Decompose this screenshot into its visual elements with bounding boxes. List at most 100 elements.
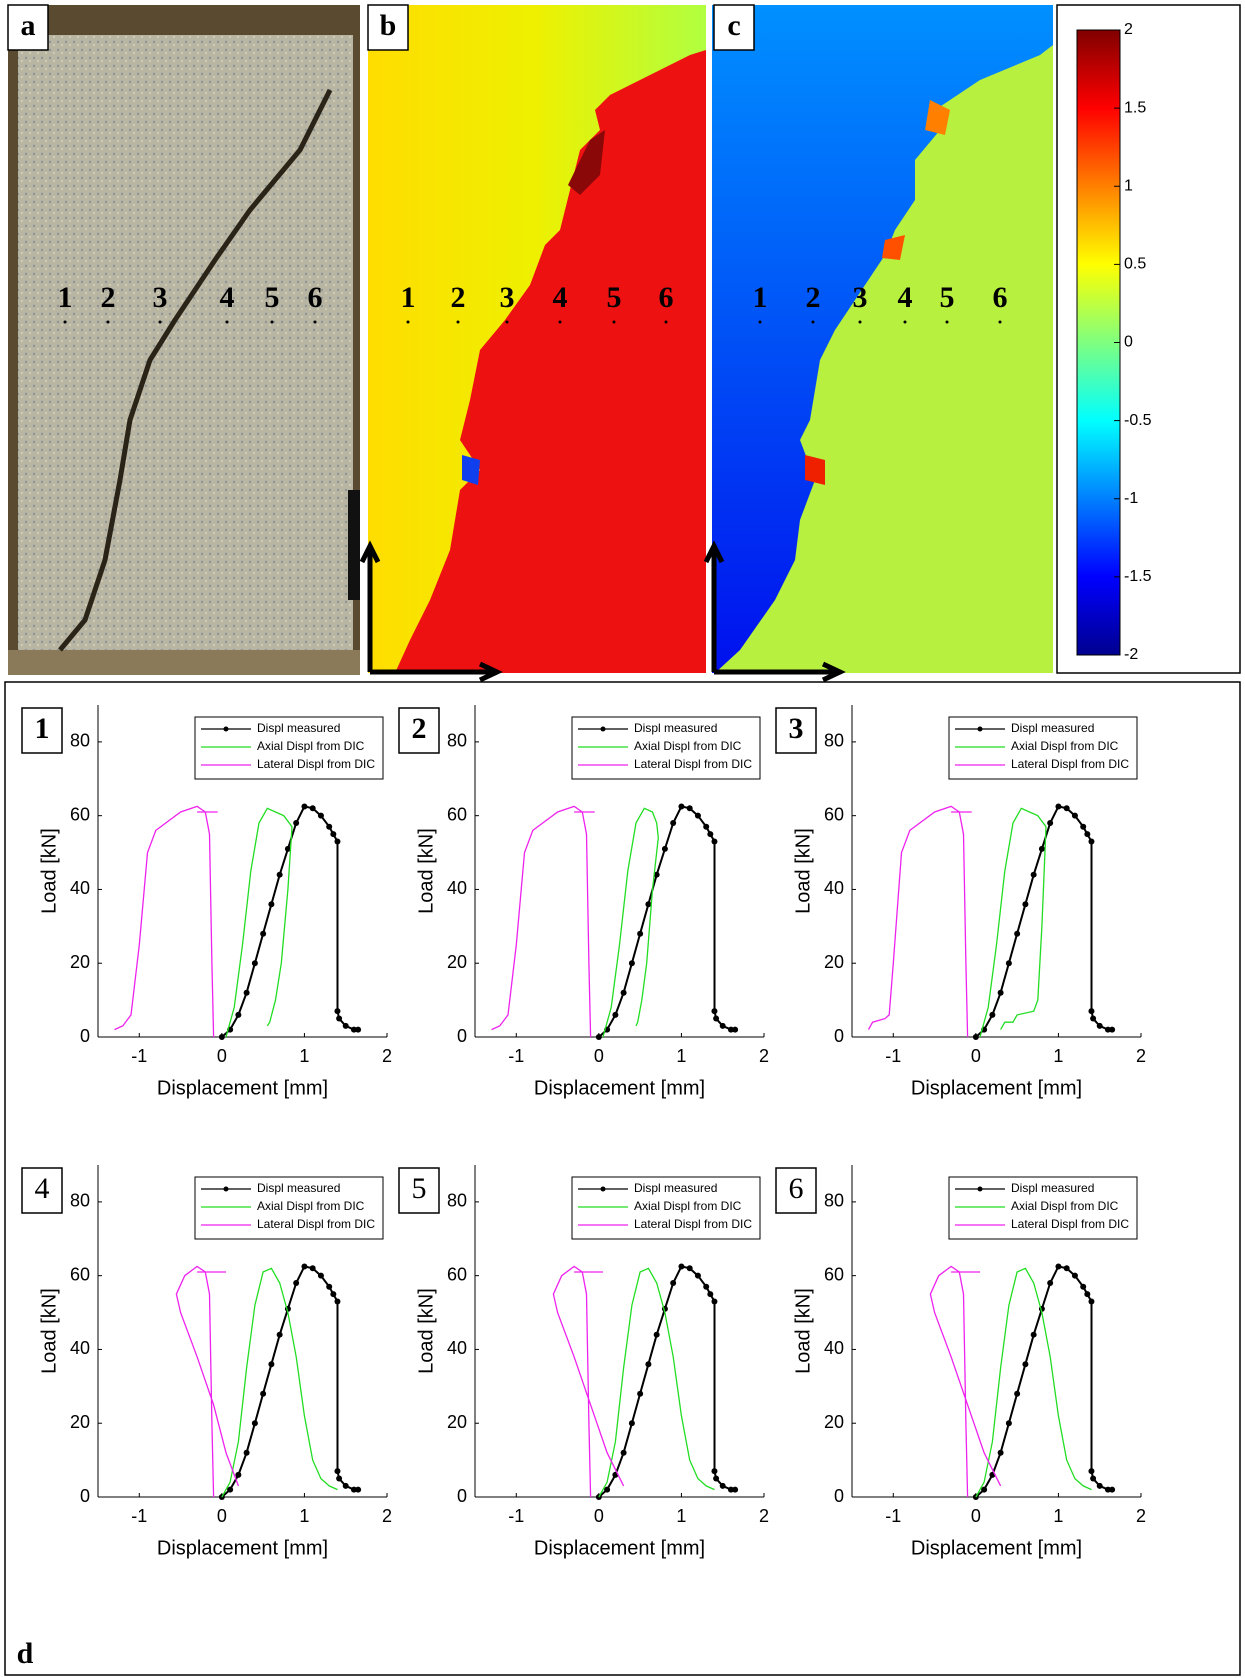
data-point <box>628 1420 635 1427</box>
point-label: 2 <box>451 281 466 314</box>
x-tick-label: 1 <box>676 1506 686 1526</box>
legend-marker <box>600 1186 606 1192</box>
legend-label: Axial Displ from DIC <box>634 1199 742 1213</box>
data-point <box>334 1298 341 1305</box>
data-point <box>711 1008 718 1015</box>
point-marker <box>811 320 815 324</box>
series-line <box>602 807 659 1038</box>
legend-label: Lateral Displ from DIC <box>1011 1217 1129 1231</box>
y-axis-label: Load [kN] <box>38 828 60 914</box>
series-line <box>979 807 1047 1038</box>
data-point <box>301 803 308 810</box>
data-point <box>326 823 333 830</box>
legend-marker <box>223 1186 229 1192</box>
chart-label: 6 <box>789 1172 804 1205</box>
chart-label-box <box>775 707 817 754</box>
colorbar-tick-label: 0.5 <box>1124 256 1146 273</box>
x-tick-label: -1 <box>508 1046 524 1066</box>
point-marker <box>313 320 317 324</box>
data-point <box>1047 820 1054 827</box>
point-label: 2 <box>101 281 116 314</box>
x-tick-label: 1 <box>676 1046 686 1066</box>
data-point <box>309 1265 316 1272</box>
data-point <box>707 831 714 838</box>
point-label: 3 <box>153 281 168 314</box>
data-point <box>645 1361 652 1368</box>
legend-label: Lateral Displ from DIC <box>634 757 752 771</box>
y-tick-label: 20 <box>447 952 467 972</box>
y-tick-label: 60 <box>70 1264 90 1284</box>
y-tick-label: 40 <box>70 878 90 898</box>
point-label: 4 <box>220 281 235 314</box>
data-point <box>1080 1283 1087 1290</box>
y-tick-label: 40 <box>447 1338 467 1358</box>
legend-label: Displ measured <box>1011 1181 1094 1195</box>
colorbar-tick-label: -1 <box>1124 490 1138 507</box>
data-point <box>595 1494 602 1500</box>
point-label: 3 <box>500 281 515 314</box>
data-point <box>1088 1008 1095 1015</box>
series-line <box>867 805 972 1038</box>
data-point <box>1109 1486 1116 1493</box>
data-point <box>686 805 693 812</box>
data-point <box>251 960 258 967</box>
data-point <box>645 901 652 908</box>
chart-label-box <box>21 1167 63 1214</box>
y-tick-label: 80 <box>70 1191 90 1211</box>
data-point <box>719 1482 726 1489</box>
data-point <box>1055 1263 1062 1270</box>
data-point <box>330 1291 337 1298</box>
x-tick-label: 1 <box>299 1506 309 1526</box>
data-point <box>276 871 283 878</box>
point-marker <box>612 320 616 324</box>
data-point <box>1014 1390 1021 1397</box>
data-point <box>317 812 324 819</box>
x-tick-label: 1 <box>1053 1506 1063 1526</box>
data-point <box>342 1482 349 1489</box>
series-line <box>598 1267 715 1498</box>
point-marker <box>456 320 460 324</box>
data-point <box>1005 1420 1012 1427</box>
data-point <box>620 1449 627 1456</box>
data-point <box>1071 1272 1078 1279</box>
y-axis-label: Load [kN] <box>792 828 814 914</box>
data-point <box>620 989 627 996</box>
y-axis-label: Load [kN] <box>415 1288 437 1374</box>
data-point <box>1038 845 1045 852</box>
series-line <box>175 1265 240 1498</box>
x-tick-label: 2 <box>1136 1046 1146 1066</box>
point-marker <box>558 320 562 324</box>
data-point <box>1071 812 1078 819</box>
y-tick-label: 0 <box>457 1486 467 1506</box>
data-point <box>1104 1026 1111 1033</box>
series-line <box>491 805 595 1038</box>
y-tick-label: 20 <box>447 1412 467 1432</box>
panel-label-box <box>713 4 755 51</box>
data-point <box>1104 1486 1111 1493</box>
y-axis-label: Load [kN] <box>38 1288 60 1374</box>
x-tick-label: 0 <box>971 1506 981 1526</box>
point-marker <box>63 320 67 324</box>
legend-label: Displ measured <box>257 1181 340 1195</box>
legend-label: Lateral Displ from DIC <box>257 757 375 771</box>
data-point <box>711 1468 718 1475</box>
data-point <box>637 930 644 937</box>
y-tick-label: 80 <box>824 1191 844 1211</box>
data-point <box>350 1486 357 1493</box>
y-tick-label: 20 <box>70 1412 90 1432</box>
colorbar-tick-label: 0 <box>1124 334 1133 351</box>
data-point <box>326 1283 333 1290</box>
x-tick-label: 2 <box>759 1506 769 1526</box>
data-point <box>719 1022 726 1029</box>
x-tick-label: 1 <box>299 1046 309 1066</box>
data-point <box>972 1494 979 1500</box>
data-point <box>243 1449 250 1456</box>
chart-label: 2 <box>412 712 427 745</box>
chart-label: 3 <box>789 712 804 745</box>
y-tick-label: 80 <box>70 731 90 751</box>
y-tick-label: 80 <box>824 731 844 751</box>
y-tick-label: 60 <box>447 1264 467 1284</box>
panel-label: c <box>727 9 740 42</box>
series-line <box>221 1267 338 1498</box>
data-point <box>628 960 635 967</box>
